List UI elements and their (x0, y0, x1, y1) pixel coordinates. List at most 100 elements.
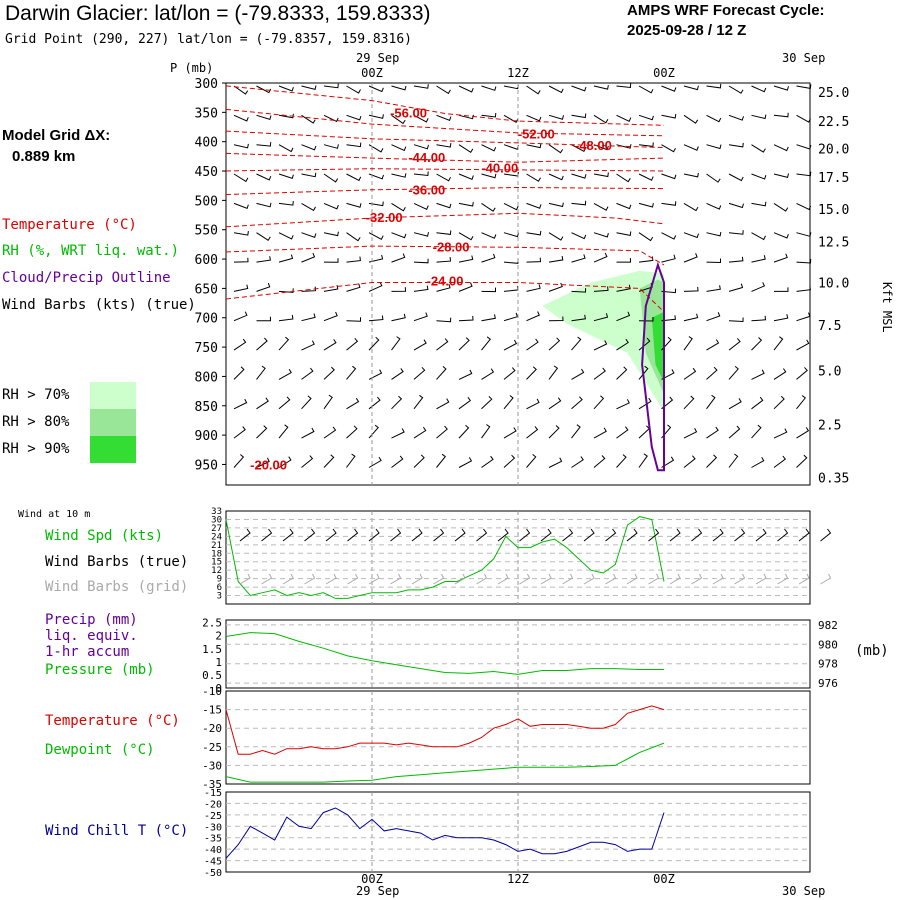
surface-wind-barb (454, 528, 466, 542)
wind-barb (436, 317, 452, 323)
wind-barb (796, 454, 808, 468)
wind-barb (593, 172, 609, 178)
wind-barb (683, 336, 693, 351)
wind-barb (661, 456, 675, 468)
wind-barb (278, 232, 294, 240)
wind-barb (301, 114, 316, 124)
wind-barb (593, 252, 608, 263)
wind-barb (796, 367, 808, 380)
wind-barb (391, 253, 406, 263)
wind-barb (683, 428, 698, 439)
wind-barb (436, 257, 452, 263)
wind-barb (796, 285, 811, 292)
wind-barb (661, 424, 672, 439)
wind-barb (683, 172, 699, 178)
wind-barb (751, 282, 766, 292)
rh-region-90 (651, 311, 664, 383)
wind-barb (683, 232, 699, 239)
wind-barb (413, 394, 424, 410)
wind-barb (458, 282, 473, 292)
surface-wind-barb (648, 528, 660, 542)
wind-barb (346, 142, 362, 148)
wind-barb (706, 454, 718, 468)
wind-barb (638, 173, 654, 181)
wind-barb (278, 368, 292, 380)
pressure-tick-label: 400 (195, 136, 218, 151)
wind-barb (706, 258, 721, 264)
wind-barb (773, 232, 789, 239)
wind-barb (436, 202, 452, 209)
surface-wind-barb (712, 528, 724, 542)
wind-barb (233, 398, 248, 410)
surface-wind-barb (669, 528, 681, 542)
pressure-tick-label: 550 (195, 224, 218, 239)
wind-tick-label: 12 (211, 566, 222, 576)
wind-barb (728, 142, 744, 148)
height-tick-label: 12.5 (818, 235, 849, 250)
grid-wind-barb (712, 573, 724, 585)
wind-barb (571, 424, 581, 439)
wind-barb (571, 85, 587, 92)
wind-barb (661, 201, 677, 206)
precip-tick-label: 1.5 (202, 643, 222, 656)
wind-barb (368, 85, 384, 93)
wind-barbs-true-label: Wind Barbs (true) (45, 554, 189, 570)
top-time-label: 12Z (507, 66, 529, 80)
wind-barb (503, 259, 519, 264)
wind-barb (638, 85, 654, 94)
wind-barb (571, 144, 587, 152)
wind-barb (638, 114, 654, 121)
surface-wind-barb (755, 528, 767, 542)
wind-barb (481, 173, 497, 179)
wind-barb (796, 339, 810, 351)
wind-barb (368, 396, 381, 410)
wind-barb (751, 85, 767, 93)
wind-barb (413, 366, 426, 380)
wind-barb (301, 367, 314, 380)
wind-chill-tick-label: -30 (204, 822, 222, 833)
wind-barb (233, 454, 245, 468)
wind-barb (413, 84, 429, 89)
pressure-tick-label: 750 (195, 341, 218, 356)
wind-barb (323, 144, 339, 149)
surface-wind-barb (433, 528, 445, 542)
wind-barb (706, 285, 721, 292)
isotherm-label: -44.00 (408, 150, 445, 165)
wind-barb (706, 173, 721, 183)
wind-barb (323, 339, 337, 351)
wind-barb (796, 312, 811, 322)
wind-barb (413, 454, 425, 468)
wind-barb (323, 231, 339, 237)
wind-barb (346, 425, 358, 439)
dewpoint-label: Dewpoint (°C) (45, 742, 155, 758)
pressure-tick-label: 900 (195, 429, 218, 444)
wind-barb (796, 232, 812, 237)
wind-barb (728, 173, 744, 182)
wind-barb (773, 202, 789, 212)
wind-barb (796, 84, 812, 89)
wind-barb (548, 457, 563, 468)
precip-tick-label: 1 (215, 656, 222, 669)
legend-cloud: Cloud/Precip Outline (2, 270, 171, 286)
wind-barb (616, 231, 632, 236)
temperature-tick-label: -30 (202, 759, 222, 772)
wind-barb (638, 142, 654, 147)
wind-barb (548, 255, 564, 263)
wind-barb (796, 114, 811, 123)
grid-wind-barb (411, 573, 423, 585)
wind-barb (391, 428, 405, 439)
wind-barb (368, 424, 379, 439)
temperature-line (225, 705, 665, 755)
pressure-tick-label: 500 (195, 194, 218, 209)
wind-barb (773, 112, 789, 118)
wind-barb (278, 254, 294, 263)
wind-barb (346, 114, 362, 121)
wind-barb (233, 311, 248, 322)
wind-barb (323, 426, 337, 439)
wind-barb (571, 314, 586, 322)
wind-barb (391, 232, 407, 239)
wind-barb (301, 286, 317, 292)
wind-barb (706, 83, 722, 89)
temperature-tick-label: -10 (202, 685, 222, 698)
wind-barb (413, 202, 429, 210)
